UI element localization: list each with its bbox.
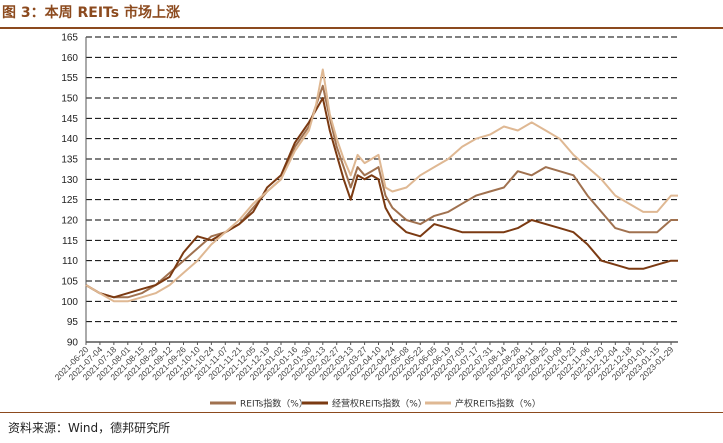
y-tick-label: 160 (61, 53, 78, 64)
source-note: 资料来源：Wind，德邦研究所 (8, 421, 171, 435)
series-lines (85, 68, 678, 303)
y-tick-label: 135 (61, 155, 78, 166)
y-tick-label: 115 (62, 236, 78, 247)
figure-title: 图 3：本周 REITs 市场上涨 (2, 5, 180, 21)
series-line-3 (85, 68, 678, 303)
y-tick-label: 100 (61, 297, 78, 308)
legend-label-3: 产权REITs指数（%） (455, 398, 541, 410)
legend: REITs指数（%） 经营权REITs指数（%） 产权REITs指数（%） (210, 398, 541, 410)
y-tick-label: 95 (67, 317, 79, 328)
y-tick-label: 150 (61, 94, 78, 105)
title-rule (0, 27, 723, 29)
gridlines (85, 36, 678, 343)
y-tick-label: 125 (61, 195, 78, 206)
x-axis-ticks: 2021-06-202021-07-042021-07-182021-08-01… (53, 342, 676, 382)
source-rule (0, 412, 723, 413)
y-tick-label: 90 (67, 338, 79, 349)
y-tick-label: 145 (61, 114, 78, 125)
y-tick-label: 155 (61, 73, 78, 84)
y-tick-label: 165 (61, 33, 78, 44)
y-axis-ticks: 90 95 100 105 110 115 120 125 130 135 140 145 150 155… (61, 33, 78, 349)
y-tick-label: 105 (61, 277, 78, 288)
y-tick-label: 130 (61, 175, 78, 186)
series-line-2 (85, 97, 678, 299)
y-tick-label: 120 (61, 216, 78, 227)
series-line-1 (85, 84, 678, 299)
reits-line-chart: 90 95 100 105 110 115 120 125 130 135 140 145 150 155… (53, 33, 678, 410)
y-tick-label: 140 (61, 134, 78, 145)
y-tick-label: 110 (62, 256, 78, 267)
legend-label-2: 经营权REITs指数（%） (332, 398, 427, 410)
legend-label-1: REITs指数（%） (240, 398, 308, 410)
